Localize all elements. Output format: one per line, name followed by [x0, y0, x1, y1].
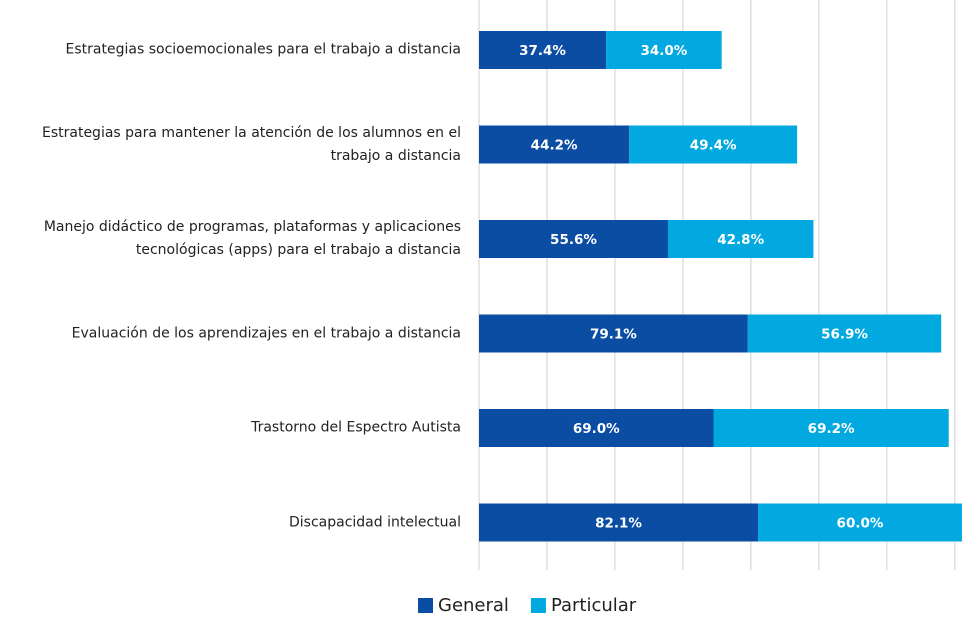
legend-label: General: [438, 595, 509, 616]
bar-segment: [629, 125, 798, 164]
value-label: 44.2%: [531, 138, 578, 154]
category-label: Discapacidad intelectual: [289, 514, 461, 530]
bar-segment: [479, 125, 630, 164]
value-label: 82.1%: [595, 516, 642, 532]
bar-segment: [479, 220, 668, 258]
bar-segment: [479, 503, 759, 542]
legend-label: Particular: [551, 595, 637, 616]
value-label: 42.8%: [717, 232, 764, 248]
value-label: 79.1%: [590, 327, 637, 343]
value-label: 56.9%: [821, 327, 868, 343]
legend-swatch: [530, 598, 546, 613]
bar-segment: [606, 31, 722, 69]
category-label: Evaluación de los aprendizajes en el tra…: [71, 325, 461, 341]
bar-segment: [747, 314, 942, 353]
value-label: 60.0%: [837, 516, 884, 532]
bar-segment: [758, 503, 962, 542]
bar-segment: [667, 220, 814, 258]
category-label: Estrategias para mantener la atención de…: [41, 124, 461, 164]
value-label: 34.0%: [640, 43, 687, 59]
bar-segment: [479, 31, 607, 69]
value-label: 69.0%: [573, 421, 620, 437]
bar-segment: [479, 314, 748, 353]
value-label: 55.6%: [550, 232, 597, 248]
bar-segment: [479, 409, 714, 447]
category-label: Trastorno del Espectro Autista: [251, 419, 461, 436]
category-label: Estrategias socioemocionales para el tra…: [65, 41, 461, 58]
value-label: 49.4%: [690, 138, 737, 154]
value-label: 69.2%: [808, 421, 855, 437]
legend-swatch: [418, 598, 433, 613]
value-label: 37.4%: [519, 43, 566, 59]
category-label: Manejo didáctico de programas, plataform…: [43, 219, 461, 258]
bar-segment: [713, 409, 949, 447]
